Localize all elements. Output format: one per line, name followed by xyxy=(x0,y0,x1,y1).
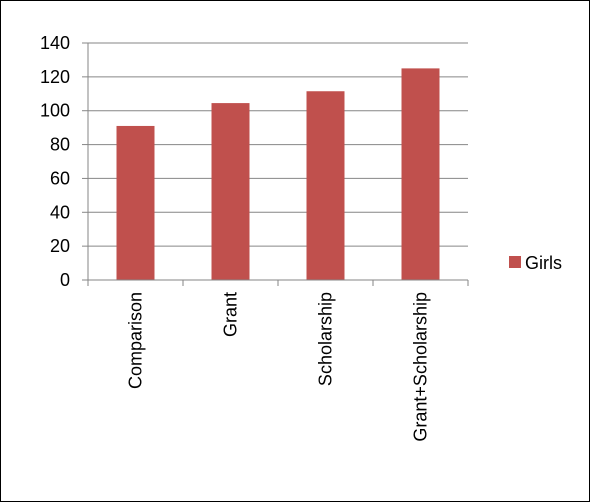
bar-grant-scholarship xyxy=(401,68,440,281)
y-tick-label: 120 xyxy=(40,67,70,87)
bar-comparison xyxy=(116,125,155,280)
y-tick-label: 140 xyxy=(40,33,70,53)
x-tick-label: Grant xyxy=(221,292,241,337)
bars xyxy=(116,68,440,281)
bar-grant xyxy=(211,103,250,280)
y-tick-label: 80 xyxy=(50,135,70,155)
legend-swatch-girls xyxy=(509,256,521,268)
axes xyxy=(82,42,469,286)
bar-scholarship xyxy=(306,91,345,280)
y-tick-label: 20 xyxy=(50,236,70,256)
y-tick-label: 60 xyxy=(50,168,70,188)
x-tick-label: Grant+Scholarship xyxy=(411,292,431,442)
x-tick-label: Comparison xyxy=(126,292,146,389)
y-tick-label: 0 xyxy=(60,270,70,290)
y-tick-label: 100 xyxy=(40,101,70,121)
legend: Girls xyxy=(509,253,562,273)
legend-label-girls: Girls xyxy=(525,253,562,273)
x-tick-labels: Comparison Grant Scholarship Grant+Scholars… xyxy=(126,292,431,442)
y-tick-label: 40 xyxy=(50,202,70,222)
y-tick-labels: 0 20 40 60 80 100 120 140 xyxy=(40,33,70,290)
x-tick-label: Scholarship xyxy=(316,292,336,386)
